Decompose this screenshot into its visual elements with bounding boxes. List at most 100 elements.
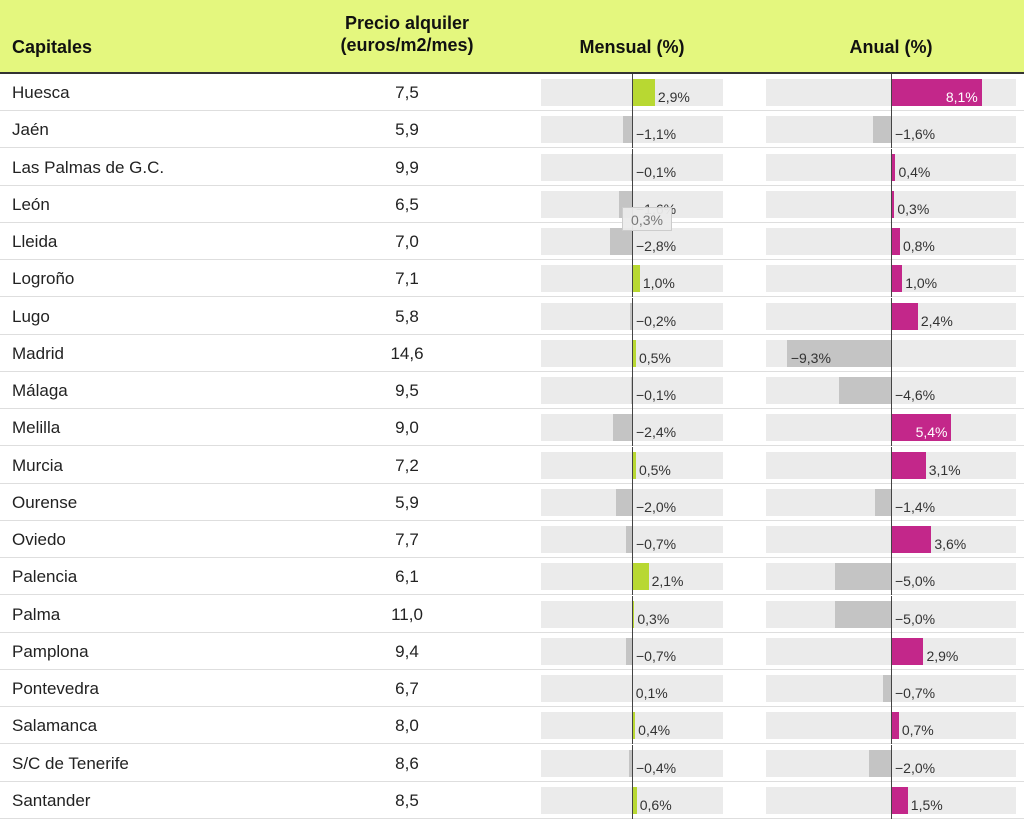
bar — [891, 712, 899, 740]
value-label: 2,9% — [657, 89, 690, 105]
zero-line — [632, 409, 633, 447]
column-header[interactable]: Precio alquiler (euros/m2/mes) — [340, 13, 474, 55]
table-row: Pamplona 9,4 −0,7% 2,9% — [0, 632, 1024, 670]
zero-line — [632, 74, 633, 111]
capital-cell: Las Palmas de G.C. — [12, 157, 165, 177]
bar — [632, 712, 636, 740]
bar — [631, 153, 632, 181]
capital-cell: Pamplona — [12, 641, 89, 661]
table-row: Ourense 5,9 −2,0% −1,4% — [0, 483, 1024, 521]
value-label: −0,7% — [895, 685, 936, 701]
bar — [891, 228, 900, 255]
bar — [891, 637, 924, 665]
table-row: Salamanca 8,0 0,4% 0,7% — [0, 707, 1024, 745]
zero-line — [891, 111, 892, 149]
value-label: −1,4% — [895, 498, 936, 515]
bar — [626, 526, 632, 553]
zero-line — [632, 446, 633, 484]
zero-line — [632, 595, 633, 633]
bar — [891, 153, 896, 181]
capital-cell: Palma — [12, 604, 61, 624]
value-label: −2,8% — [636, 238, 677, 254]
value-label: −9,3% — [790, 349, 831, 366]
value-label: 3,1% — [928, 461, 961, 478]
zero-line — [891, 707, 892, 745]
value-label: 0,5% — [638, 349, 671, 366]
price-cell: 5,9 — [395, 120, 419, 140]
bar — [613, 414, 632, 442]
price-cell: 6,7 — [395, 679, 419, 698]
bar — [891, 414, 952, 442]
price-cell: 5,8 — [395, 306, 419, 326]
column-header[interactable]: Anual (%) — [849, 37, 933, 57]
zero-line — [632, 185, 633, 223]
bar — [632, 339, 636, 367]
price-cell: 7,7 — [395, 530, 419, 549]
value-label: −2,4% — [636, 424, 677, 441]
capital-cell: Salamanca — [12, 716, 98, 736]
price-cell: 8,6 — [395, 753, 419, 773]
price-cell: 9,5 — [395, 381, 419, 400]
bar — [632, 600, 635, 628]
price-cell: 9,0 — [395, 418, 419, 438]
bar — [628, 749, 632, 777]
bar — [891, 79, 982, 106]
zero-line — [891, 297, 892, 335]
table-row: Málaga 9,5 −0,1% −4,6% — [0, 372, 1024, 409]
bar — [891, 190, 895, 218]
zero-line — [632, 148, 633, 186]
table-row: S/C de Tenerife 8,6 −0,4% −2,0% — [0, 744, 1024, 782]
value-label: 0,7% — [901, 722, 934, 739]
bar — [883, 675, 891, 702]
value-label: 2,1% — [651, 573, 684, 590]
capital-cell: Melilla — [12, 418, 61, 438]
zero-line — [632, 670, 633, 707]
zero-line — [891, 781, 892, 819]
zero-line — [891, 744, 892, 782]
bar — [632, 563, 649, 591]
value-label: 0,6% — [639, 796, 672, 813]
value-label: 5,4% — [915, 424, 948, 441]
zero-line — [891, 558, 892, 596]
value-label: 0,1% — [635, 685, 668, 701]
table-row: Melilla 9,0 −2,4% 5,4% — [0, 409, 1024, 447]
bar — [630, 302, 632, 330]
value-label: 1,5% — [910, 796, 943, 813]
price-cell: 6,5 — [395, 194, 419, 214]
zero-line — [891, 223, 892, 260]
value-label: 0,8% — [902, 238, 935, 254]
value-label: −1,6% — [895, 126, 936, 143]
value-label: −0,4% — [636, 759, 677, 776]
capital-cell: Santander — [12, 790, 91, 810]
capital-cell: Oviedo — [12, 530, 66, 549]
zero-line — [891, 334, 892, 372]
price-cell: 11,0 — [391, 604, 423, 624]
bar — [891, 451, 926, 479]
value-label: −0,1% — [636, 163, 677, 180]
value-label: −4,6% — [895, 387, 936, 403]
zero-line — [891, 74, 892, 111]
price-cell: 14,6 — [390, 343, 424, 363]
price-cell: 6,1 — [395, 567, 419, 587]
bar — [835, 600, 891, 628]
value-label: −5,0% — [895, 573, 936, 590]
value-label: 1,0% — [905, 275, 938, 292]
table-header: Capitales Precio alquiler (euros/m2/mes)… — [0, 0, 1024, 74]
zero-line — [632, 334, 633, 372]
zero-line — [891, 372, 892, 409]
capital-cell: Palencia — [12, 567, 78, 587]
bar — [839, 377, 891, 404]
value-label: 3,6% — [934, 536, 967, 552]
bar — [891, 265, 903, 293]
bar — [609, 228, 632, 255]
bar — [626, 637, 632, 665]
bar — [632, 451, 636, 479]
column-header[interactable]: Capitales — [12, 37, 93, 57]
zero-line — [632, 372, 633, 409]
value-label: 1,0% — [642, 275, 675, 292]
zero-line — [632, 558, 633, 596]
capital-cell: Lleida — [12, 232, 58, 251]
column-header[interactable]: Mensual (%) — [579, 37, 685, 57]
table-row: Palencia 6,1 2,1% −5,0% — [0, 558, 1024, 596]
bar — [623, 116, 632, 144]
